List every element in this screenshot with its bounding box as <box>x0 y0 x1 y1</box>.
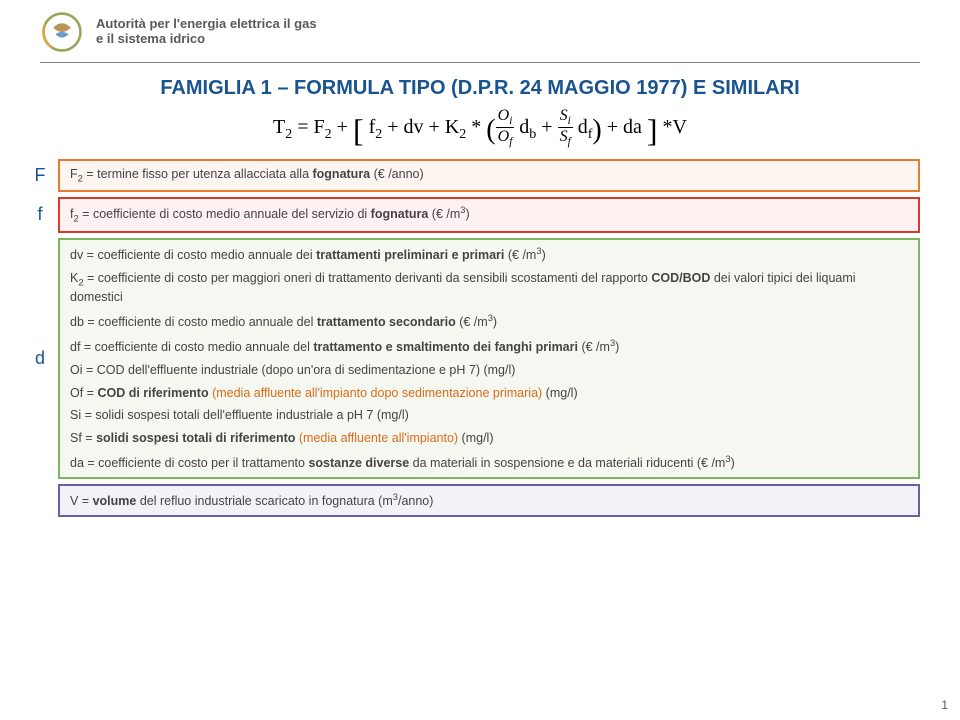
authority-line-1: Autorità per l'energia elettrica il gas <box>96 17 317 32</box>
authority-line-2: e il sistema idrico <box>96 32 317 47</box>
def-Of: Of = COD di riferimento (media affluente… <box>70 385 908 402</box>
def-dv: dv = coefficiente di costo medio annuale… <box>70 245 908 264</box>
authority-name: Autorità per l'energia elettrica il gas … <box>96 17 317 47</box>
row-F: F F2 = termine fisso per utenza allaccia… <box>30 159 920 192</box>
row-V: V = volume del refluo industriale scaric… <box>30 484 920 517</box>
row-f: f f2 = coefficiente di costo medio annua… <box>30 197 920 232</box>
def-db: db = coefficiente di costo medio annuale… <box>70 312 908 331</box>
box-d: dv = coefficiente di costo medio annuale… <box>58 238 920 480</box>
def-Sf: Sf = solidi sospesi totali di riferiment… <box>70 430 908 447</box>
def-K2: K2 = coefficiente di costo per maggiori … <box>70 270 908 306</box>
box-F: F2 = termine fisso per utenza allacciata… <box>58 159 920 192</box>
slide-title: FAMIGLIA 1 – FORMULA TIPO (D.P.R. 24 MAG… <box>0 77 960 100</box>
def-df: df = coefficiente di costo medio annuale… <box>70 337 908 356</box>
tariff-formula: T2 = F2 + [ f2 + dv + K2 * (OiOf db + Si… <box>0 108 960 149</box>
page-number: 1 <box>941 698 948 712</box>
page-header: Autorità per l'energia elettrica il gas … <box>0 0 960 60</box>
box-f: f2 = coefficiente di costo medio annuale… <box>58 197 920 232</box>
box-V: V = volume del refluo industriale scaric… <box>58 484 920 517</box>
def-da: da = coefficiente di costo per il tratta… <box>70 453 908 472</box>
header-divider <box>40 62 920 63</box>
def-Oi: Oi = COD dell'effluente industriale (dop… <box>70 362 908 379</box>
def-Si: Si = solidi sospesi totali dell'effluent… <box>70 407 908 424</box>
label-f: f <box>30 197 50 232</box>
label-d: d <box>30 238 50 480</box>
row-d: d dv = coefficiente di costo medio annua… <box>30 238 920 480</box>
label-V-empty <box>30 484 50 517</box>
authority-logo <box>40 10 84 54</box>
definitions-content: F F2 = termine fisso per utenza allaccia… <box>0 159 960 517</box>
label-F: F <box>30 159 50 192</box>
